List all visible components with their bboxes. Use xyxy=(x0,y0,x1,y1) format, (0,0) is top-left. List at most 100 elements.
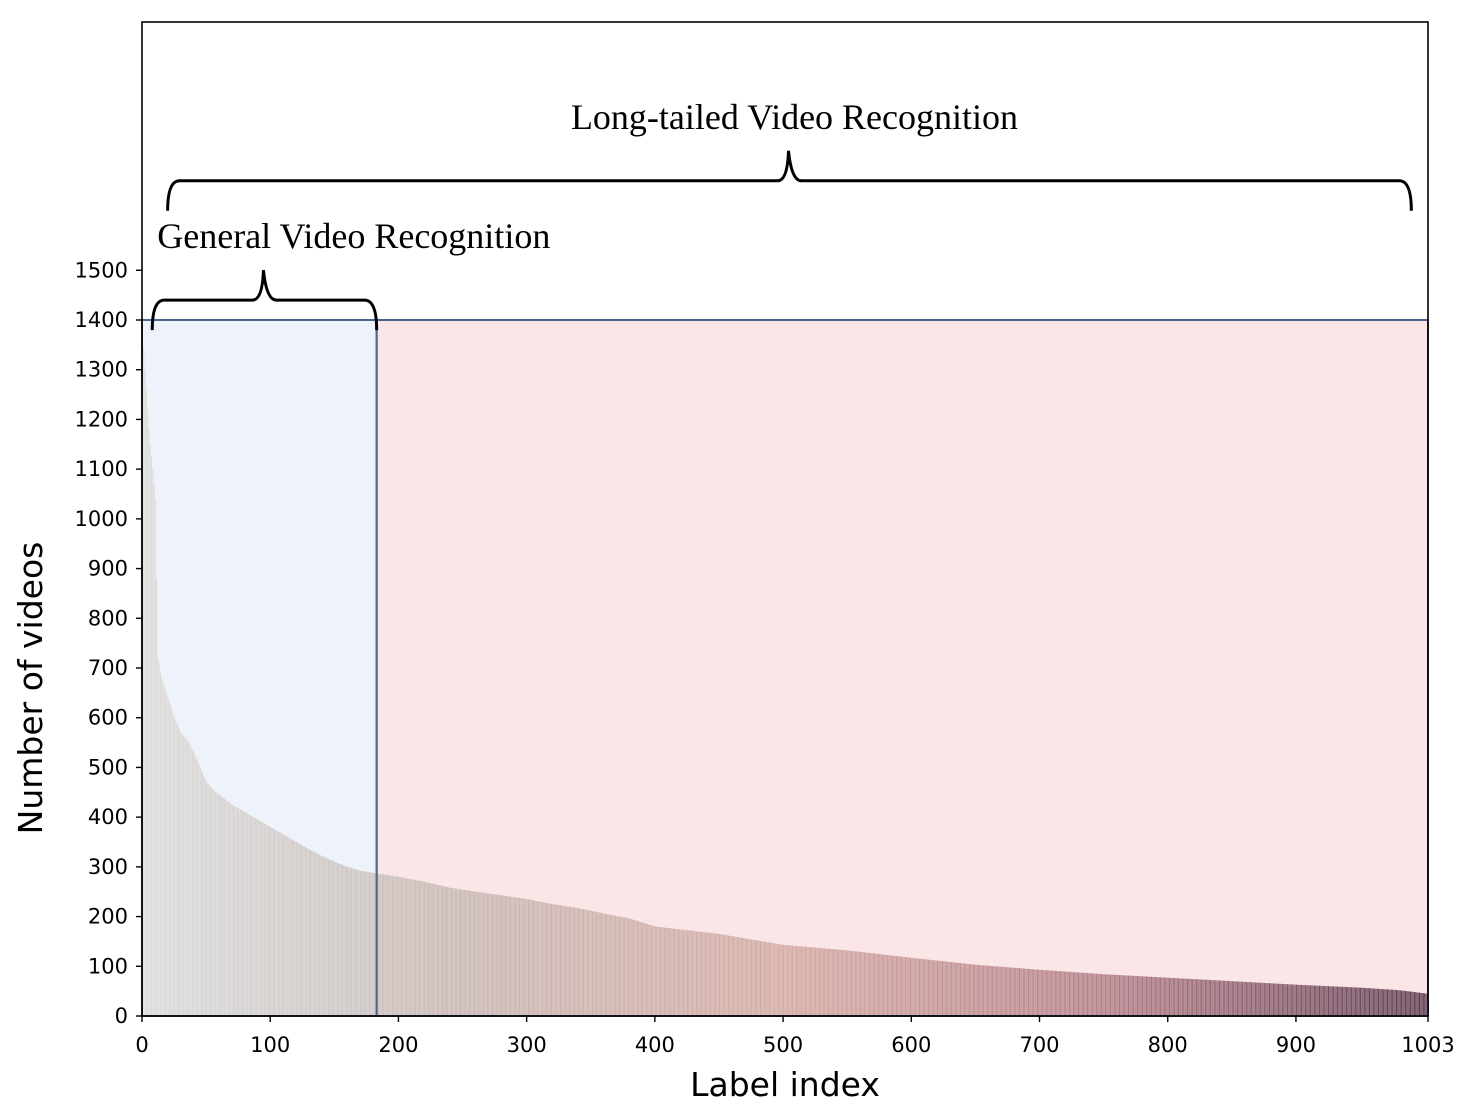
bar xyxy=(597,912,599,1016)
bar xyxy=(1235,981,1237,1016)
y-tick-label: 1300 xyxy=(75,358,128,382)
bar xyxy=(933,960,935,1016)
bar xyxy=(993,966,995,1016)
bar xyxy=(558,905,560,1016)
bar xyxy=(988,965,990,1016)
bar xyxy=(1148,976,1150,1016)
bar xyxy=(492,893,494,1016)
bar xyxy=(763,941,765,1016)
bar xyxy=(1322,985,1324,1016)
bar xyxy=(626,918,628,1016)
bar xyxy=(757,940,759,1016)
bar xyxy=(843,950,845,1016)
bar xyxy=(348,867,350,1016)
bar xyxy=(618,916,620,1016)
bar xyxy=(785,945,787,1016)
bar xyxy=(574,907,576,1016)
bar xyxy=(363,871,365,1016)
bar xyxy=(977,964,979,1016)
bar xyxy=(292,839,294,1016)
bar xyxy=(1172,978,1174,1016)
bar xyxy=(1395,989,1397,1016)
bar xyxy=(827,948,829,1016)
bar xyxy=(642,922,644,1016)
bar xyxy=(684,929,686,1016)
bar xyxy=(980,965,982,1016)
region-tail xyxy=(376,320,1429,1016)
bar xyxy=(1238,981,1240,1016)
bar xyxy=(861,952,863,1016)
bar xyxy=(403,877,405,1016)
bar xyxy=(884,954,886,1016)
bar xyxy=(885,954,887,1016)
bar xyxy=(290,839,292,1016)
bar xyxy=(1376,988,1378,1016)
bar xyxy=(1374,988,1376,1016)
bar xyxy=(635,920,637,1016)
bar xyxy=(1003,966,1005,1016)
bar xyxy=(904,957,906,1016)
bar xyxy=(1301,984,1303,1016)
bar xyxy=(704,932,706,1016)
bar xyxy=(1397,990,1399,1016)
bar xyxy=(208,785,210,1016)
bar xyxy=(738,937,740,1016)
bar xyxy=(799,946,801,1016)
bar xyxy=(813,947,815,1016)
bar xyxy=(245,812,247,1016)
bar xyxy=(1072,972,1074,1016)
bar xyxy=(533,900,535,1016)
bar xyxy=(498,894,500,1016)
bar xyxy=(1306,985,1308,1016)
bar xyxy=(888,955,890,1016)
bar xyxy=(886,955,888,1016)
bar xyxy=(248,814,250,1016)
bar xyxy=(606,914,608,1016)
bar xyxy=(1125,975,1127,1016)
bar xyxy=(149,444,151,1016)
bar xyxy=(349,867,351,1016)
bar xyxy=(1165,977,1167,1016)
bar xyxy=(408,878,410,1016)
bar xyxy=(1180,978,1182,1016)
bar xyxy=(1126,975,1128,1016)
bar xyxy=(1284,984,1286,1016)
bar xyxy=(1130,975,1132,1016)
bar xyxy=(854,951,856,1016)
bar xyxy=(947,961,949,1016)
bar xyxy=(1076,972,1078,1016)
bar xyxy=(562,905,564,1016)
bar xyxy=(1345,987,1347,1016)
bar xyxy=(362,871,364,1016)
bar xyxy=(715,933,717,1016)
bar xyxy=(1415,992,1417,1016)
bar xyxy=(440,885,442,1016)
bar xyxy=(1058,971,1060,1016)
bar xyxy=(495,894,497,1016)
bar xyxy=(806,946,808,1016)
bar xyxy=(347,866,349,1016)
bar xyxy=(302,845,304,1016)
bar xyxy=(592,911,594,1016)
bar xyxy=(1381,989,1383,1016)
bar xyxy=(1294,984,1296,1016)
bar xyxy=(1243,981,1245,1016)
bar xyxy=(1080,972,1082,1016)
y-tick-label: 300 xyxy=(88,855,128,879)
bar xyxy=(320,855,322,1016)
bar xyxy=(842,949,844,1016)
bar xyxy=(1311,985,1313,1016)
bar xyxy=(412,879,414,1016)
bar xyxy=(863,952,865,1016)
bar xyxy=(874,953,876,1016)
bar xyxy=(880,954,882,1016)
bar xyxy=(897,956,899,1016)
bar xyxy=(1315,985,1317,1016)
bar xyxy=(853,951,855,1016)
bar xyxy=(204,779,206,1016)
bar xyxy=(908,957,910,1016)
bar xyxy=(431,883,433,1016)
bar xyxy=(434,884,436,1016)
bar xyxy=(442,885,444,1016)
bar xyxy=(425,882,427,1016)
